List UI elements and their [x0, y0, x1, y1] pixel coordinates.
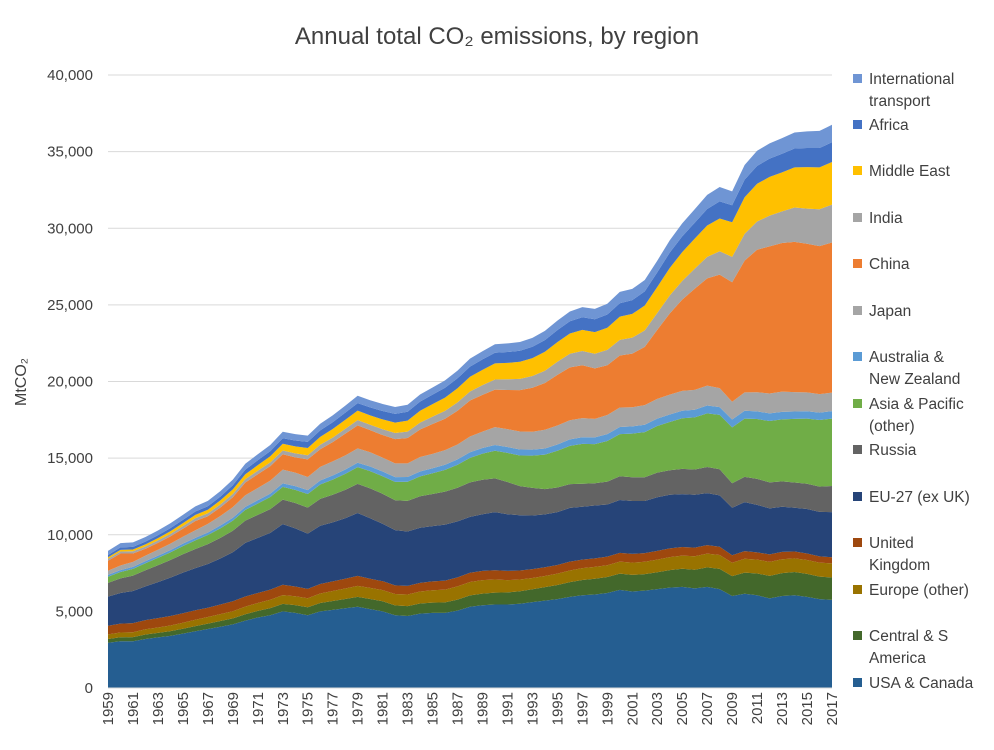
legend-entry: Central & S America — [869, 628, 948, 667]
legend-swatch — [853, 538, 862, 547]
legend-entry: Japan — [869, 303, 911, 320]
x-tick-label: 1963 — [150, 692, 167, 725]
x-tick-label: 2005 — [674, 692, 691, 725]
legend-entry: India — [869, 210, 903, 227]
y-tick-label: 5,000 — [55, 603, 93, 620]
x-tick-label: 1991 — [499, 692, 516, 725]
x-tick-label: 1985 — [425, 692, 442, 725]
x-tick-label: 1981 — [375, 692, 392, 725]
legend-swatch — [853, 259, 862, 268]
legend-swatch — [853, 166, 862, 175]
x-tick-label: 1993 — [524, 692, 541, 725]
x-tick-label: 1999 — [599, 692, 616, 725]
x-tick-label: 2007 — [699, 692, 716, 725]
area-series-central-s-america — [108, 567, 832, 643]
chart-title: Annual total CO₂ emissions, by region — [295, 23, 699, 50]
legend-swatch — [853, 306, 862, 315]
x-axis: 1959 1961 1963 1965 1967 1969 1971 1973 1975 1977… — [100, 687, 841, 725]
legend: International transport Africa Middle East I… — [853, 71, 974, 692]
area-series-india — [108, 204, 832, 561]
x-tick-label: 1989 — [474, 692, 491, 725]
y-tick-label: 40,000 — [47, 67, 93, 84]
area-series-asia-pacific-other — [108, 413, 832, 583]
legend-entry: China — [869, 256, 910, 273]
legend-swatch — [853, 585, 862, 594]
legend-swatch — [853, 445, 862, 454]
area-series-europe-other — [108, 553, 832, 639]
x-tick-label: 1977 — [325, 692, 342, 725]
y-tick-label: 35,000 — [47, 144, 93, 161]
y-tick-label: 10,000 — [47, 527, 93, 544]
y-axis-label: MtCO₂ — [13, 358, 30, 406]
legend-swatch — [853, 120, 862, 129]
area-series-eu-27-ex-uk — [108, 493, 832, 626]
x-tick-label: 2015 — [799, 692, 816, 725]
legend-swatch — [853, 352, 862, 361]
y-tick-label: 15,000 — [47, 450, 93, 467]
legend-entry: Asia & Pacific (other) — [869, 396, 964, 435]
legend-entry: United Kingdom — [869, 535, 930, 574]
x-tick-label: 1971 — [250, 692, 267, 725]
y-axis: 0 5,000 10,000 15,000 20,000 25,000 30,000 35,0… — [47, 67, 93, 697]
x-tick-label: 1965 — [175, 692, 192, 725]
legend-entry: USA & Canada — [869, 675, 974, 692]
x-tick-label: 2013 — [774, 692, 791, 725]
x-tick-label: 1973 — [275, 692, 292, 725]
x-tick-label: 1959 — [100, 692, 117, 725]
x-tick-label: 1987 — [450, 692, 467, 725]
legend-entry: Russia — [869, 442, 917, 459]
y-tick-label: 20,000 — [47, 374, 93, 391]
x-tick-label: 1983 — [400, 692, 417, 725]
area-series-china — [108, 241, 832, 571]
area-series-united-kingdom — [108, 545, 832, 635]
legend-entry: EU-27 (ex UK) — [869, 489, 970, 506]
x-tick-label: 1961 — [125, 692, 142, 725]
x-tick-label: 1995 — [549, 692, 566, 725]
x-tick-label: 1997 — [574, 692, 591, 725]
area-series-middle-east — [108, 162, 832, 559]
x-tick-label: 2017 — [824, 692, 841, 725]
x-tick-label: 2009 — [724, 692, 741, 725]
legend-swatch — [853, 492, 862, 501]
area-series-japan — [108, 385, 832, 575]
x-tick-label: 2003 — [649, 692, 666, 725]
x-tick-label: 1975 — [300, 692, 317, 725]
area-series-group — [108, 124, 832, 688]
legend-entry: Africa — [869, 117, 909, 134]
legend-entry: Europe (other) — [869, 582, 969, 599]
y-tick-label: 30,000 — [47, 220, 93, 237]
legend-swatch — [853, 678, 862, 687]
legend-entry: Middle East — [869, 163, 951, 180]
x-tick-label: 1969 — [225, 692, 242, 725]
legend-swatch — [853, 74, 862, 83]
legend-swatch — [853, 399, 862, 408]
x-tick-label: 2001 — [624, 692, 641, 725]
legend-swatch — [853, 631, 862, 640]
legend-swatch — [853, 213, 862, 222]
x-tick-label: 2011 — [749, 692, 766, 724]
y-tick-label: 25,000 — [47, 297, 93, 314]
legend-entry: Australia & New Zealand — [869, 349, 960, 388]
area-series-russia — [108, 467, 832, 597]
legend-entry: International transport — [869, 71, 954, 110]
y-tick-label: 0 — [85, 680, 93, 697]
x-tick-label: 1967 — [200, 692, 217, 725]
x-tick-label: 1979 — [350, 692, 367, 725]
